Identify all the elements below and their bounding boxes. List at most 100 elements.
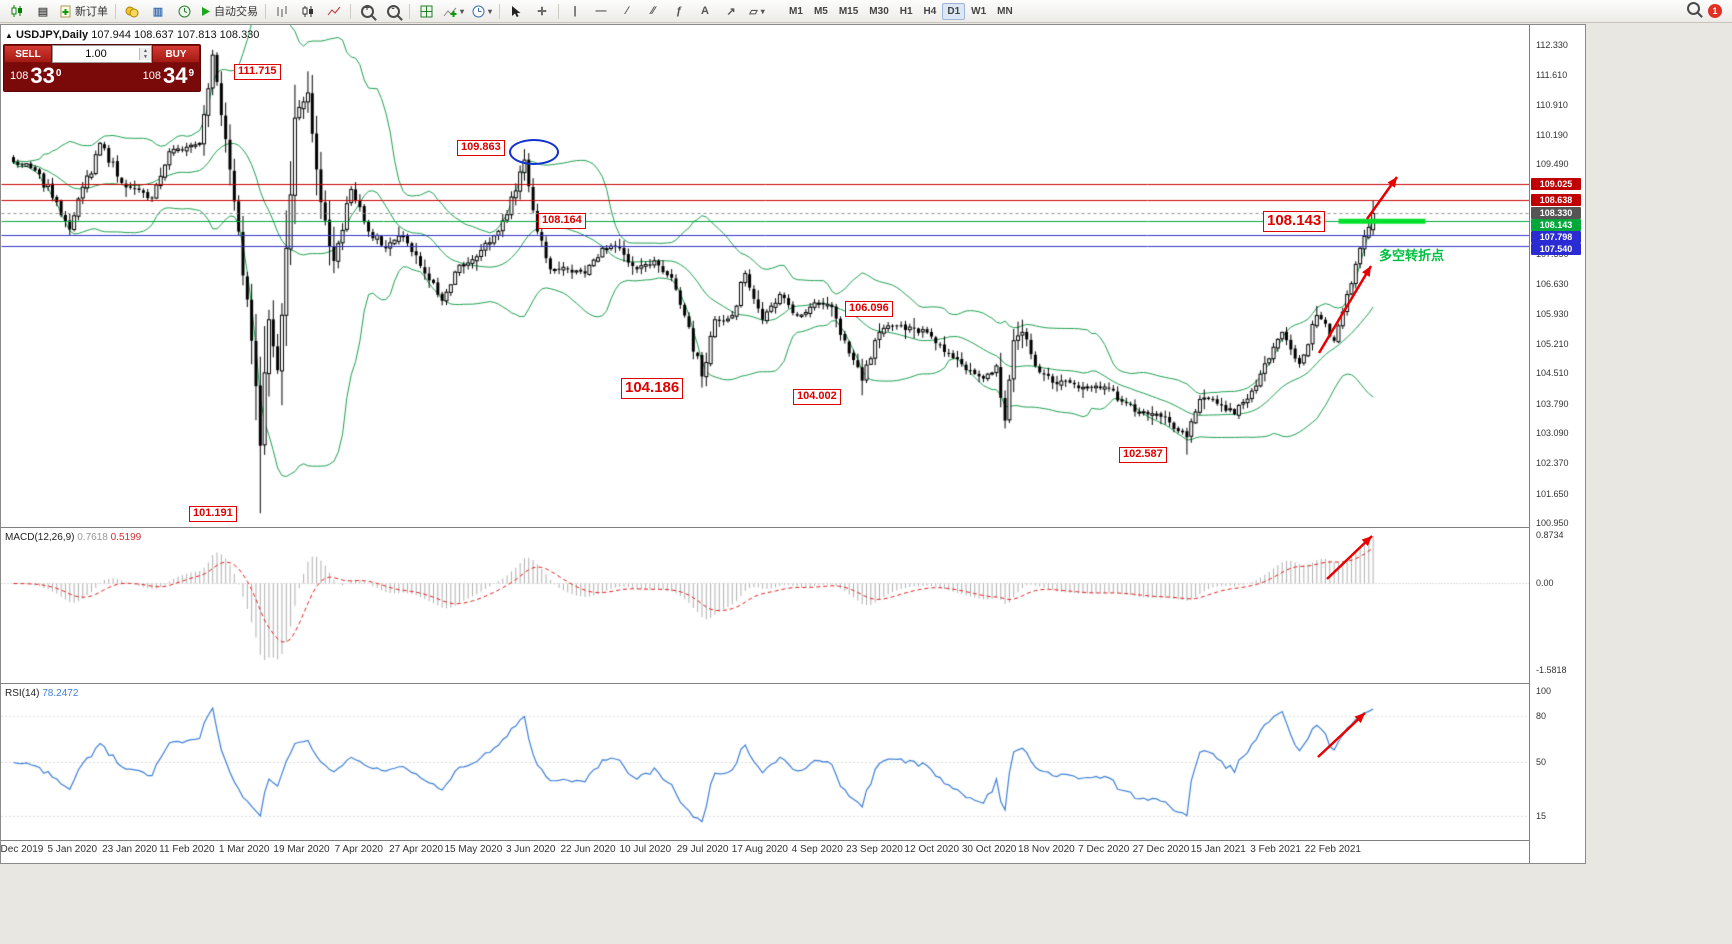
channel-tool-icon[interactable]: ∕∕: [651, 5, 655, 17]
zoom-in-icon[interactable]: +: [354, 1, 380, 21]
chevron-down-icon: ▾: [488, 6, 493, 16]
panel-separator: [1, 840, 1585, 841]
timeframe-H1[interactable]: H1: [899, 5, 913, 17]
market-watch-icon[interactable]: [119, 1, 145, 21]
toolbar-separator: [265, 3, 266, 19]
shapes-tool-icon[interactable]: ▱ ▾: [749, 5, 765, 18]
date-label: 1 Mar 2020: [218, 844, 270, 855]
sell-price[interactable]: 108 33 0: [10, 65, 61, 87]
main-toolbar: ▤ 新订单 ▥ 自动交易 + - ▾ ▾ ✛ | — ∕: [0, 0, 1732, 23]
price-tick: 112.330: [1536, 39, 1568, 50]
periods-dropdown-icon[interactable]: ▾: [468, 1, 496, 21]
date-label: 15 Jan 2021: [1190, 844, 1246, 855]
price-tick: 104.510: [1536, 368, 1569, 379]
play-icon: [202, 6, 210, 16]
price-annotation-108.143[interactable]: 108.143: [1263, 211, 1326, 232]
date-label: 17 Dec 2019: [0, 844, 44, 855]
strategy-tester-icon[interactable]: [171, 1, 197, 21]
horizontal-line-tool-icon[interactable]: —: [595, 5, 607, 17]
volume-input[interactable]: [53, 48, 139, 60]
rsi-panel-canvas[interactable]: [1, 685, 1529, 839]
vertical-line-tool-icon[interactable]: |: [573, 5, 577, 17]
crosshair-tool-icon[interactable]: ✛: [537, 5, 547, 18]
zoom-out-icon[interactable]: -: [380, 1, 406, 21]
toolbar-separator: [350, 3, 351, 19]
chart-window-usdjpy: ▲ USDJPY,Daily 107.944 108.637 107.813 1…: [0, 24, 1586, 864]
macd-scale-tick: -1.5818: [1536, 664, 1567, 675]
new-chart-icon[interactable]: [4, 1, 30, 21]
price-annotation-102.587[interactable]: 102.587: [1119, 447, 1167, 463]
timeframe-W1[interactable]: W1: [971, 5, 987, 17]
price-annotation-104.186[interactable]: 104.186: [621, 378, 684, 399]
price-annotation-109.863[interactable]: 109.863: [457, 140, 505, 156]
bar-chart-icon[interactable]: [269, 1, 295, 21]
auto-trading-label: 自动交易: [214, 6, 258, 18]
date-label: 4 Sep 2020: [791, 844, 843, 855]
sell-button[interactable]: SELL: [4, 45, 52, 63]
chart-title: ▲ USDJPY,Daily 107.944 108.637 107.813 1…: [5, 29, 259, 41]
chart-profiles-icon[interactable]: ▤: [37, 5, 49, 18]
price-tag-108.638: 108.638: [1531, 194, 1581, 207]
price-scale[interactable]: 112.330111.610110.910110.190109.490107.3…: [1529, 25, 1585, 863]
data-window-icon[interactable]: ▥: [152, 5, 164, 18]
toolbar-separator: [409, 3, 410, 19]
price-tag-108.143: 108.143: [1531, 218, 1581, 231]
panel-separator[interactable]: [1, 527, 1585, 528]
macd-panel-canvas[interactable]: [1, 528, 1529, 682]
price-tick: 105.210: [1536, 339, 1569, 350]
date-label: 18 Nov 2020: [1018, 844, 1075, 855]
timeframe-H4[interactable]: H4: [923, 5, 937, 17]
buy-price[interactable]: 108 34 9: [143, 65, 194, 87]
sell-price-sup: 0: [55, 68, 62, 79]
price-annotation-101.191[interactable]: 101.191: [189, 506, 237, 522]
date-label: 10 Jul 2020: [619, 844, 672, 855]
date-label: 7 Dec 2020: [1078, 844, 1130, 855]
timeframe-M1[interactable]: M1: [789, 5, 803, 17]
buy-button[interactable]: BUY: [152, 45, 200, 63]
one-click-trading-widget: SELL ▲▼ BUY 108 33 0 108 34 9: [3, 44, 201, 92]
volume-spinner[interactable]: ▲ ▼: [139, 48, 151, 60]
rsi-scale-tick: 50: [1536, 757, 1547, 767]
text-tool-icon[interactable]: A: [701, 5, 709, 17]
new-order-icon: [60, 5, 71, 17]
date-label: 11 Feb 2020: [159, 844, 215, 855]
price-chart-canvas[interactable]: [1, 25, 1529, 527]
indicators-icon[interactable]: ▾: [439, 1, 468, 21]
date-label: 7 Apr 2020: [334, 844, 383, 855]
price-annotation-106.096[interactable]: 106.096: [845, 301, 893, 317]
note-label[interactable]: 多空转折点: [1379, 248, 1445, 263]
rsi-scale-tick: 80: [1536, 710, 1547, 721]
price-tick: 110.910: [1536, 99, 1568, 110]
toolbar-separator: [499, 3, 501, 19]
arrows-tool-icon[interactable]: ↗: [726, 5, 736, 18]
line-chart-icon[interactable]: [321, 1, 347, 21]
timeframe-M30[interactable]: M30: [869, 5, 889, 17]
price-tick: 103.790: [1536, 398, 1569, 409]
search-icon[interactable]: [1687, 2, 1703, 20]
price-tick: 111.610: [1536, 70, 1568, 81]
fibonacci-tool-icon[interactable]: ƒ: [675, 5, 683, 17]
notification-badge[interactable]: 1: [1708, 4, 1722, 18]
macd-scale-tick: 0.00: [1536, 578, 1554, 588]
price-annotation-104.002[interactable]: 104.002: [793, 389, 841, 405]
timeframe-D1[interactable]: D1: [942, 2, 966, 20]
price-annotation-108.164[interactable]: 108.164: [538, 213, 586, 229]
date-label: 23 Jan 2020: [102, 844, 158, 855]
timeframe-M5[interactable]: M5: [813, 5, 828, 17]
panel-separator[interactable]: [1, 683, 1585, 684]
auto-trading-button[interactable]: 自动交易: [197, 1, 262, 21]
trendline-tool-icon[interactable]: ∕: [626, 5, 628, 17]
highlight-ellipse[interactable]: [509, 139, 559, 165]
timeframe-MN[interactable]: MN: [997, 5, 1013, 17]
date-label: 23 Sep 2020: [846, 844, 903, 855]
price-annotation-111.715[interactable]: 111.715: [234, 64, 281, 80]
candlestick-chart-icon[interactable]: [295, 1, 321, 21]
price-tag-107.540: 107.540: [1531, 242, 1581, 255]
new-order-button[interactable]: 新订单: [56, 1, 112, 21]
date-label: 12 Oct 2020: [904, 844, 960, 855]
tile-windows-icon[interactable]: [413, 1, 439, 21]
new-order-label: 新订单: [75, 6, 108, 18]
cursor-tool-icon[interactable]: [503, 1, 529, 21]
timeframe-M15[interactable]: M15: [838, 5, 859, 17]
date-label: 17 Aug 2020: [731, 844, 788, 855]
